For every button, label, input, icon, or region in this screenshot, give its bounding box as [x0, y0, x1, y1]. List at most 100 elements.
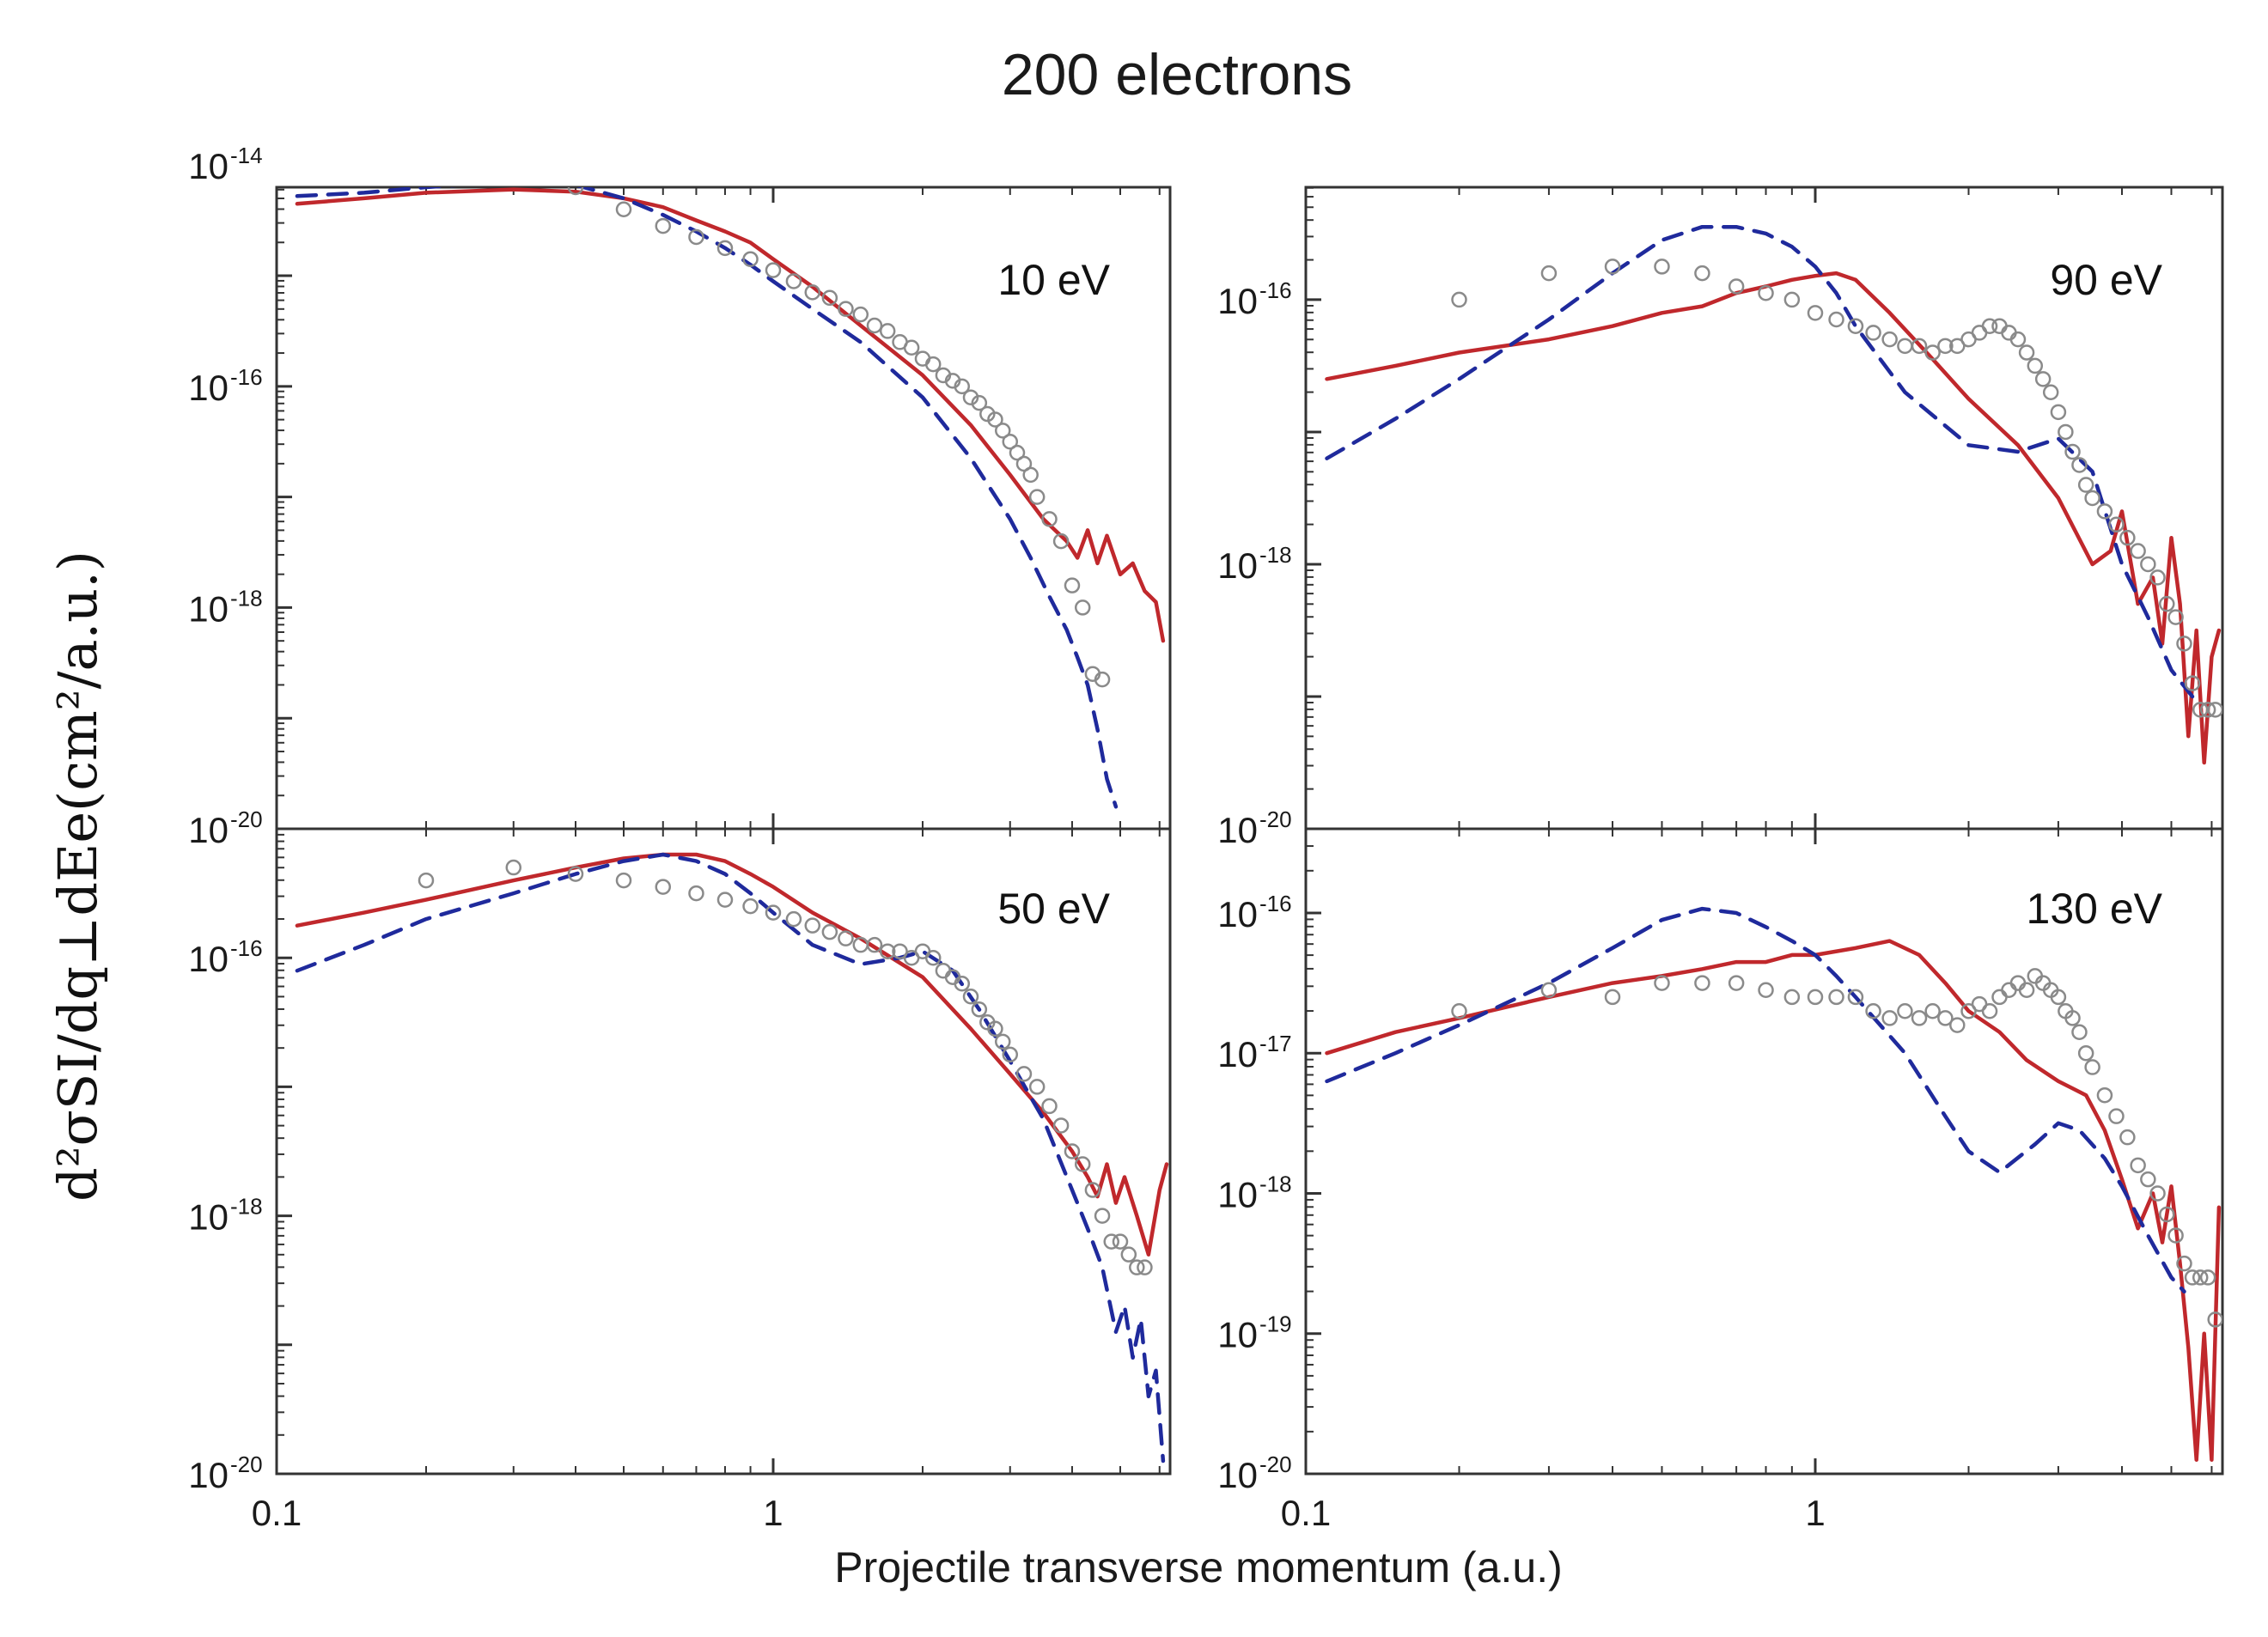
experiment-point [954, 378, 970, 395]
experiment-point [995, 1033, 1011, 1050]
panel-frame [275, 827, 1172, 1476]
y-tick-label: 10 [188, 368, 229, 408]
experiment-point [2130, 543, 2146, 559]
experiment-point [1981, 318, 1998, 334]
experiment-point [785, 910, 802, 928]
experiment-point [1041, 1098, 1058, 1115]
experiment-point [765, 904, 782, 921]
experiment-point [2149, 569, 2166, 586]
y-tick-label: 10 [1217, 1034, 1258, 1074]
experiment-point [418, 872, 435, 889]
experiment-point [615, 872, 632, 889]
experiment-point [903, 339, 920, 356]
experiment-point [688, 228, 704, 246]
experiment-point [1897, 1002, 1913, 1019]
experiment-point [1949, 338, 1966, 355]
experiment-point [615, 201, 632, 218]
experiment-point [2199, 1269, 2216, 1286]
experiment-point [1911, 338, 1928, 355]
solid-theory-line [1325, 271, 2222, 765]
experiment-point [971, 1001, 988, 1018]
experiment-point [2207, 1311, 2222, 1328]
solid-theory-line [1325, 939, 2222, 1462]
experiment-point [1783, 291, 1801, 308]
y-tick-exponent: -19 [1259, 1311, 1292, 1337]
experiment-point [1074, 599, 1091, 616]
panel-data [295, 187, 1166, 809]
experiment-point [2167, 1227, 2184, 1244]
experiment-point [1960, 1002, 1977, 1019]
experiment-point [2050, 989, 2067, 1006]
experiment-point [2192, 702, 2209, 718]
experiment-point [1881, 331, 1898, 348]
experiment-point [2108, 1108, 2125, 1124]
experiment-point [892, 943, 908, 959]
experiment-point [1137, 1259, 1153, 1275]
experiment-point [1807, 989, 1824, 1006]
panel-label: 10 eV [997, 256, 1110, 304]
experiment-point [2192, 1269, 2209, 1286]
experiment-point [2167, 609, 2184, 625]
x-tick-label: 0.1 [252, 1493, 302, 1533]
experiment-point [971, 394, 988, 411]
experiment-point [1129, 1259, 1145, 1275]
experiment-point [1052, 532, 1070, 550]
experiment-point [821, 289, 838, 307]
panel-data [295, 852, 1169, 1464]
y-tick-label: 10 [188, 810, 229, 850]
experiment-point [1009, 444, 1026, 461]
experiment-point [1783, 989, 1801, 1006]
y-tick-exponent: -18 [230, 585, 263, 611]
experiment-point [1540, 982, 1558, 998]
y-tick-label: 10 [1217, 1455, 1258, 1495]
panel-label: 90 eV [2050, 256, 2162, 304]
experiment-point [1451, 1002, 1467, 1019]
x-tick-label: 0.1 [1281, 1493, 1331, 1533]
solid-theory-line [295, 852, 1169, 1257]
experiment-point [2071, 457, 2088, 473]
y-tick-exponent: -14 [230, 143, 263, 168]
experiment-point [716, 240, 734, 257]
experiment-point [866, 936, 883, 953]
experiment-point [838, 930, 854, 946]
y-tick-label: 10 [1217, 1174, 1258, 1214]
experiment-point [1847, 318, 1864, 334]
experiment-point [2084, 490, 2100, 507]
experiment-point [567, 187, 584, 196]
experiment-point [1022, 466, 1039, 484]
experiment-point [1604, 989, 1621, 1006]
experiment-point [924, 949, 942, 966]
experiment-point [2184, 675, 2201, 691]
experiment-point [655, 217, 672, 234]
experiment-point [995, 423, 1011, 439]
y-tick-exponent: -20 [1259, 806, 1292, 832]
experiment-point [2018, 344, 2035, 361]
x-tick-label: 1 [763, 1493, 783, 1533]
experiment-point [1911, 1010, 1928, 1026]
experiment-point [838, 301, 854, 317]
y-tick-exponent: -18 [230, 1194, 263, 1220]
experiment-point [804, 284, 821, 301]
experiment-point [1041, 511, 1058, 527]
experiment-point [1604, 259, 1621, 275]
experiment-point [688, 885, 704, 902]
experiment-point [1540, 265, 1558, 282]
experiment-point [765, 262, 782, 278]
experiment-point [1981, 1002, 1998, 1019]
experiment-point [655, 879, 672, 895]
solid-theory-line [295, 187, 1166, 643]
y-tick-exponent: -20 [230, 1451, 263, 1477]
experiment-point [1451, 291, 1467, 308]
experiment-point [962, 989, 979, 1005]
y-tick-label: 10 [1217, 281, 1258, 321]
experiment-point [1924, 1002, 1941, 1019]
experiment-point [505, 859, 522, 876]
experiment-point [924, 356, 942, 373]
experiment-point [1937, 1010, 1954, 1026]
experiment-point [2050, 404, 2067, 421]
experiment-point [1052, 1117, 1070, 1134]
y-tick-label: 10 [1217, 894, 1258, 934]
experiment-point [2176, 636, 2192, 652]
